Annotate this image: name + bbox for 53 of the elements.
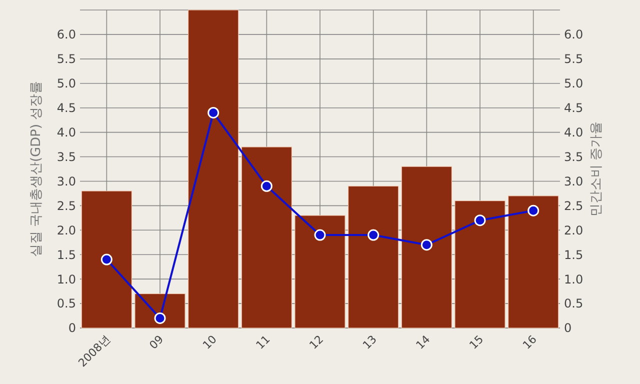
y2-tick-label: 3.5 xyxy=(564,150,584,164)
y-tick-label: 0.5 xyxy=(56,296,76,311)
point xyxy=(208,106,220,118)
y2-tick-label: 3.0 xyxy=(564,174,584,188)
bar xyxy=(454,200,506,328)
y-tick-label: 2.0 xyxy=(56,223,76,238)
y-tick-label: 4.0 xyxy=(56,126,76,140)
x-tick-label: 10 xyxy=(200,332,220,352)
y-tick-label: 5.5 xyxy=(56,52,76,66)
bar xyxy=(294,215,346,328)
bar xyxy=(81,190,132,328)
y-tick-label: 4.5 xyxy=(56,101,76,116)
point xyxy=(314,229,326,241)
point xyxy=(368,229,380,241)
y-axis-title: 실질 국내총생산(GDP) 성장률 xyxy=(29,80,44,258)
y2-tick-label: 6.0 xyxy=(564,28,584,42)
bar xyxy=(188,10,239,328)
bar xyxy=(241,146,292,328)
y-tick-label: 0 xyxy=(68,321,76,336)
point xyxy=(154,312,166,324)
bar xyxy=(508,196,559,328)
y-tick-label: 2.5 xyxy=(56,198,76,213)
point xyxy=(528,204,540,216)
y2-tick-label: 1.5 xyxy=(564,248,584,262)
y-tick-label: 1.5 xyxy=(56,248,76,262)
x-tick-label: 12 xyxy=(306,332,326,352)
x-tick-label: 16 xyxy=(520,332,540,352)
y-tick-label: 5.0 xyxy=(56,76,76,91)
y2-tick-label: 0.5 xyxy=(564,296,584,311)
y2-tick-label: 5.0 xyxy=(564,76,584,91)
y-tick-label: 6.0 xyxy=(56,28,76,42)
y-tick-label: 3.0 xyxy=(56,174,76,188)
y2-tick-label: 4.5 xyxy=(564,101,584,116)
point xyxy=(474,214,486,226)
y-tick-label: 1.0 xyxy=(56,272,76,286)
x-tick-label: 11 xyxy=(254,332,273,352)
y2-tick-label: 2.5 xyxy=(564,198,584,213)
x-tick-label: 09 xyxy=(146,332,166,352)
point xyxy=(260,180,272,192)
y2-axis-title: 민간소비 증가율 xyxy=(589,121,604,217)
y2-tick-label: 1.0 xyxy=(564,272,584,286)
point xyxy=(100,254,112,266)
x-tick-label: 13 xyxy=(360,332,380,352)
x-tick-label: 15 xyxy=(466,332,486,352)
bar xyxy=(401,166,452,328)
y2-tick-label: 4.0 xyxy=(564,126,584,140)
y-tick-label: 3.5 xyxy=(56,150,76,164)
y2-tick-label: 5.5 xyxy=(564,52,584,66)
y2-tick-label: 2.0 xyxy=(564,223,584,238)
x-tick-label: 14 xyxy=(414,332,433,352)
bar xyxy=(348,186,399,328)
point xyxy=(420,239,432,251)
y2-tick-label: 0 xyxy=(564,321,572,336)
